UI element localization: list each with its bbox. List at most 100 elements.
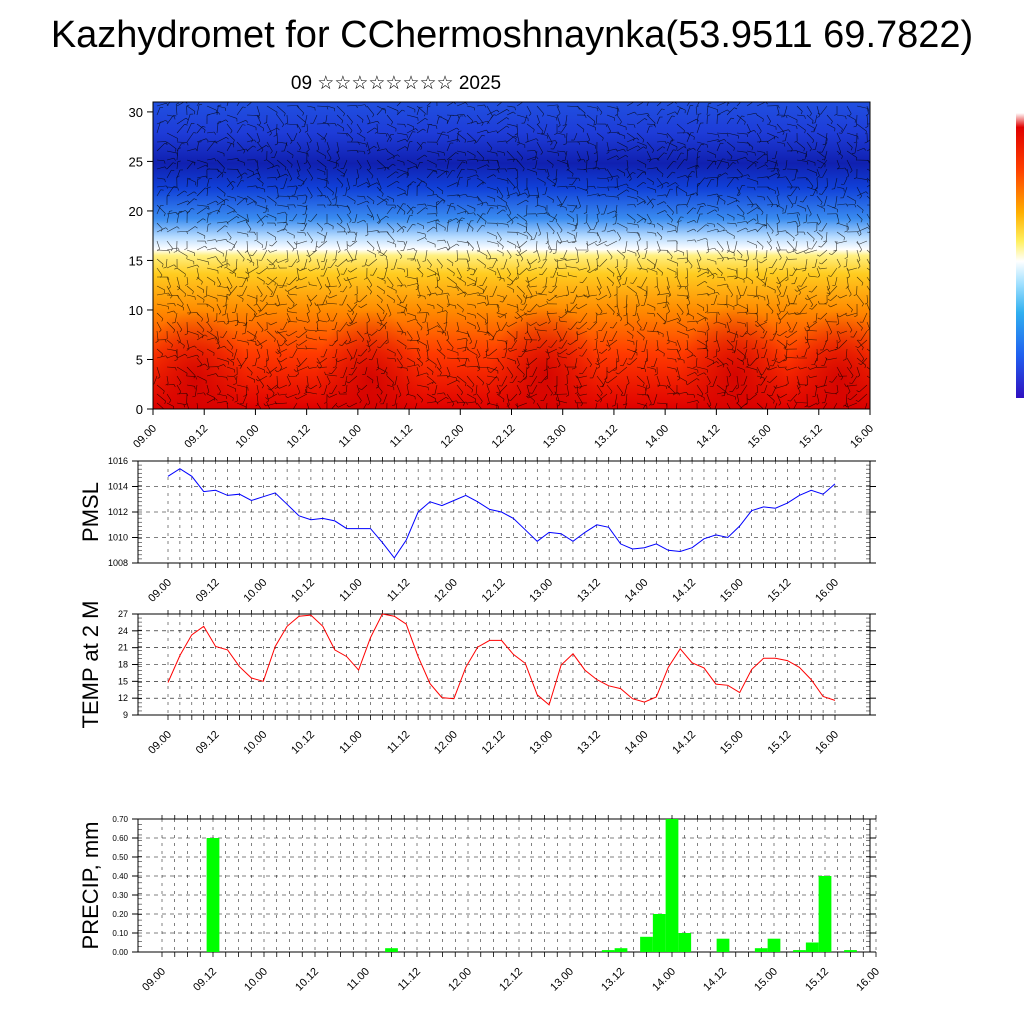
wind-barb-flag	[223, 321, 226, 325]
wind-barb	[386, 150, 395, 157]
wind-barb-flag	[766, 303, 770, 306]
wind-barb-flag	[662, 322, 666, 325]
wind-barb	[426, 303, 434, 307]
wind-barb	[386, 132, 392, 140]
wind-barb	[676, 216, 681, 224]
wind-barb-flag	[818, 262, 822, 265]
wind-barb	[336, 276, 341, 286]
wind-barb-flag	[260, 294, 263, 298]
wind-barb-flag	[323, 204, 326, 208]
wind-barb	[626, 186, 638, 192]
wind-barb	[716, 357, 725, 365]
wind-barb-flag	[576, 205, 578, 210]
wind-barb-flag	[835, 391, 839, 394]
wind-barb-flag	[275, 351, 278, 354]
wind-barb-flag	[367, 152, 371, 155]
wind-barb	[436, 158, 445, 161]
wind-barb-flag	[717, 292, 720, 295]
wind-barb-flag	[406, 134, 408, 138]
wind-barb	[516, 123, 518, 134]
wind-barb	[666, 285, 671, 296]
wind-barb	[860, 330, 868, 341]
wind-barb-flag	[794, 140, 798, 143]
wind-barb-flag	[226, 322, 229, 325]
wind-barb	[504, 348, 508, 358]
wind-barb-flag	[167, 276, 170, 280]
wind-barb	[424, 312, 428, 323]
wind-barb-flag	[274, 387, 278, 389]
wind-barb-flag	[497, 169, 500, 174]
wind-barb	[216, 105, 219, 116]
wind-barb	[726, 267, 737, 271]
wind-barb-flag	[524, 332, 528, 334]
wind-barb-flag	[498, 329, 502, 331]
wind-barb-flag	[384, 267, 388, 269]
wind-barb	[166, 114, 175, 117]
wind-barb	[820, 312, 828, 320]
wind-barb	[226, 393, 234, 399]
wind-barb	[556, 330, 562, 340]
wind-barb	[266, 393, 269, 401]
wind-barb-flag	[807, 366, 811, 370]
wind-barb	[456, 161, 463, 170]
wind-barb-flag	[304, 232, 306, 236]
wind-barb	[766, 213, 768, 226]
wind-barb-flag	[481, 203, 484, 207]
wind-barb	[516, 285, 525, 294]
wind-barb	[265, 204, 268, 213]
wind-barb	[646, 348, 648, 361]
wind-barb	[506, 216, 516, 224]
wind-barb-flag	[483, 356, 487, 359]
wind-barb	[416, 393, 423, 400]
wind-barb-flag	[734, 277, 738, 280]
wind-barb-flag	[403, 269, 405, 273]
wind-barb	[166, 276, 171, 287]
wind-barb	[446, 243, 457, 251]
wind-barb-flag	[499, 301, 503, 303]
wind-barb	[176, 353, 186, 359]
wind-barb	[676, 186, 678, 197]
wind-barb	[176, 330, 181, 342]
wind-barb-flag	[419, 309, 422, 313]
wind-barb	[601, 321, 608, 332]
wind-barb	[436, 150, 445, 153]
wind-barb	[406, 330, 413, 339]
wind-barb-flag	[798, 212, 801, 216]
wind-barb	[846, 303, 853, 310]
wind-barb-flag	[694, 372, 698, 375]
wind-barb-flag	[612, 311, 615, 315]
wind-barb-flag	[302, 112, 305, 116]
wind-barb	[566, 231, 575, 237]
wind-barb-flag	[474, 305, 476, 309]
wind-barb-flag	[853, 125, 857, 128]
wind-barb	[176, 249, 188, 257]
wind-barb-flag	[345, 258, 349, 262]
wind-barb	[776, 249, 782, 258]
wind-barb-flag	[664, 141, 667, 145]
pmsl-y-label: 1016	[108, 456, 128, 466]
wind-barb	[176, 294, 184, 305]
wind-barb	[286, 185, 297, 188]
wind-barb-flag	[806, 161, 809, 165]
wind-barb	[545, 276, 548, 287]
wind-barb	[543, 123, 548, 134]
wind-barb-flag	[422, 321, 426, 323]
wind-barb	[306, 141, 310, 150]
wind-barb	[820, 105, 828, 115]
wind-barb	[796, 159, 808, 162]
wind-barb	[832, 375, 838, 383]
wind-barb-flag	[816, 254, 820, 257]
wind-barb-flag	[623, 314, 627, 317]
wind-barb-flag	[229, 237, 232, 241]
wind-barb	[426, 375, 434, 382]
wind-barb	[776, 276, 782, 286]
wind-barb	[486, 294, 489, 305]
wind-barb-flag	[557, 104, 560, 108]
wind-barb-flag	[471, 248, 474, 252]
wind-barb-flag	[771, 359, 775, 361]
wind-barb-flag	[514, 107, 516, 111]
wind-barb-flag	[638, 238, 641, 242]
wind-barb	[656, 222, 664, 228]
wind-barb	[426, 123, 437, 127]
wind-barb	[476, 164, 488, 170]
